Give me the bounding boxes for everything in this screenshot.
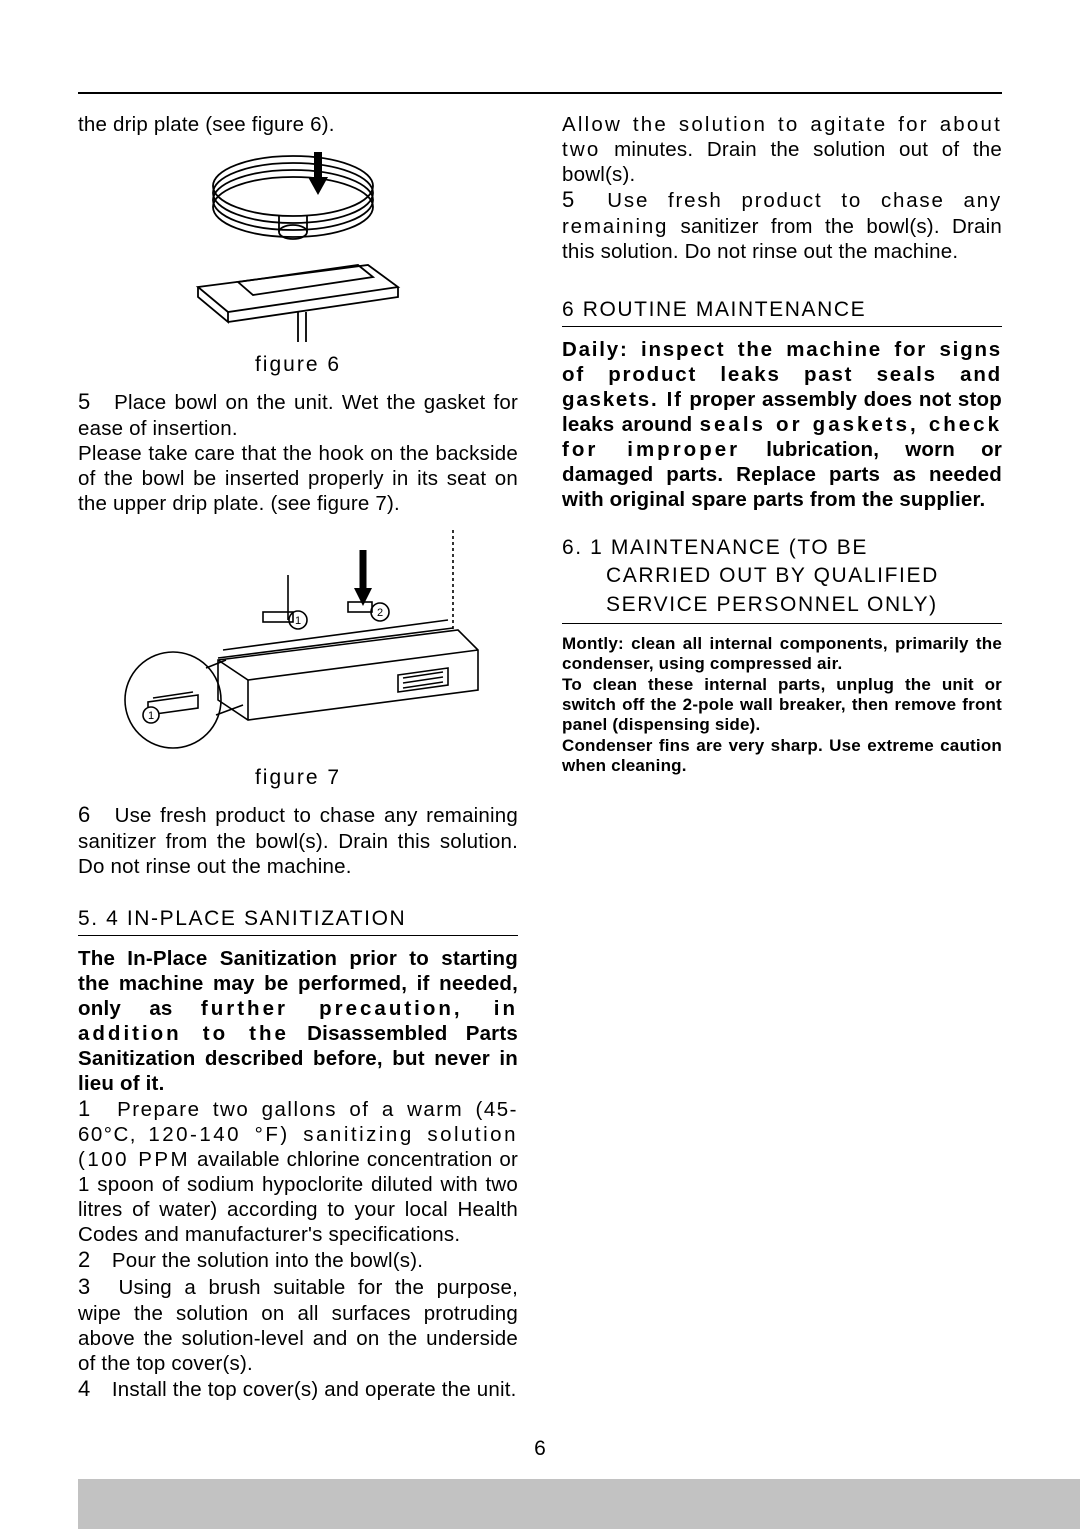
after-step-5: Please take care that the hook on the ba…: [78, 441, 518, 516]
columns: the drip plate (see figure 6).: [78, 112, 1002, 1403]
right-column: Allow the solution to agitate for about …: [562, 112, 1002, 1403]
figure-6: figure 6: [78, 137, 518, 377]
svg-text:1: 1: [148, 710, 154, 722]
section-6-1-head-l2: CARRIED OUT BY QUALIFIED: [562, 562, 1002, 590]
sanit-step-4-text: Install the top cover(s) and operate the…: [112, 1378, 517, 1401]
sanit-step-2-text: Pour the solution into the bowl(s).: [112, 1249, 423, 1272]
footer-bar: [78, 1479, 1080, 1529]
step-6-text: Use fresh product to chase any remaining…: [78, 804, 518, 878]
step-5-text: Place bowl on the unit. Wet the gasket f…: [78, 391, 518, 440]
section-6-1-small: Montly: clean all internal components, p…: [562, 634, 1002, 777]
figure-7-caption: figure 7: [78, 766, 518, 790]
step-5-num: 5: [78, 389, 106, 416]
section-5-4-bold: The In-Place Sanitization prior to start…: [78, 946, 518, 1096]
right-step-5: 5 Use fresh product to chase any remaini…: [562, 187, 1002, 264]
sanit-step-4-num: 4: [78, 1376, 106, 1403]
sanit-step-4: 4 Install the top cover(s) and operate t…: [78, 1376, 518, 1403]
section-6-head: 6 ROUTINE MAINTENANCE: [562, 298, 1002, 322]
page-number: 6: [0, 1437, 1080, 1461]
page: the drip plate (see figure 6).: [0, 0, 1080, 1529]
sanit-step-3-text: Using a brush suitable for the purpose, …: [78, 1276, 518, 1375]
step-5: 5 Place bowl on the unit. Wet the gasket…: [78, 389, 518, 441]
section-6-1-head-l3: SERVICE PERSONNEL ONLY): [562, 591, 1002, 619]
section-6-1-rule: [562, 623, 1002, 624]
sanit-step-1-num: 1: [78, 1096, 106, 1123]
sanit-step-3-num: 3: [78, 1274, 106, 1301]
section-6-rule: [562, 326, 1002, 327]
left-column: the drip plate (see figure 6).: [78, 112, 518, 1403]
sanit-step-2-num: 2: [78, 1247, 106, 1274]
svg-text:2: 2: [377, 607, 383, 619]
sanit-step-1: 1 Prepare two gallons of a warm (45-60°C…: [78, 1096, 518, 1248]
right-step-5-num: 5: [562, 187, 590, 214]
step-6: 6 Use fresh product to chase any remaini…: [78, 802, 518, 879]
svg-text:1: 1: [295, 615, 301, 627]
section-6-1-head-l1: 6. 1 MAINTENANCE (TO BE: [562, 534, 1002, 562]
right-step-5-text: Use fresh product to chase any remaining…: [562, 189, 1002, 263]
intro-text: the drip plate (see figure 6).: [78, 112, 518, 137]
figure-7-illustration: 1 1 2: [98, 520, 498, 760]
section-5-4-rule: [78, 935, 518, 936]
section-5-4-head: 5. 4 IN-PLACE SANITIZATION: [78, 907, 518, 931]
sanit-step-2: 2 Pour the solution into the bowl(s).: [78, 1247, 518, 1274]
right-top-text: Allow the solution to agitate for about …: [562, 112, 1002, 187]
section-6-1-head: 6. 1 MAINTENANCE (TO BE CARRIED OUT BY Q…: [562, 534, 1002, 619]
section-6-bold: Daily: inspect the machine for signs of …: [562, 337, 1002, 512]
sanit-step-3: 3 Using a brush suitable for the purpose…: [78, 1274, 518, 1376]
sanit-step-1-text: Prepare two gallons of a warm (45-60°C, …: [78, 1098, 518, 1247]
figure-7: 1 1 2: [78, 520, 518, 790]
top-rule: [78, 92, 1002, 94]
step-6-num: 6: [78, 802, 106, 829]
figure-6-caption: figure 6: [78, 353, 518, 377]
figure-6-illustration: [168, 137, 428, 347]
